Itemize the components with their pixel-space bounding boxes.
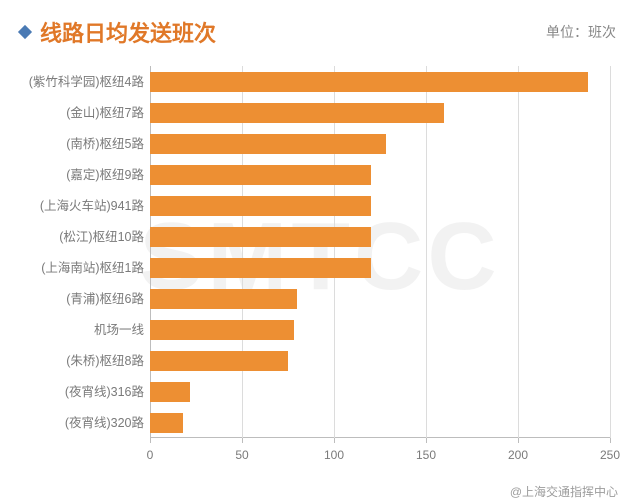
bar xyxy=(150,320,294,340)
y-axis-label: (青浦)枢纽6路 xyxy=(20,293,144,306)
bar xyxy=(150,258,371,278)
y-axis-label: (夜宵线)320路 xyxy=(20,417,144,430)
y-axis-label: (上海南站)枢纽1路 xyxy=(20,262,144,275)
bar xyxy=(150,413,183,433)
bar xyxy=(150,227,371,247)
chart-title: 线路日均发送班次 xyxy=(40,16,216,48)
y-axis-label: (嘉定)枢纽9路 xyxy=(20,169,144,182)
y-axis-label: (金山)枢纽7路 xyxy=(20,107,144,120)
bar xyxy=(150,289,297,309)
bar xyxy=(150,382,190,402)
gridline xyxy=(518,66,519,438)
attribution: @上海交通指挥中心 xyxy=(510,483,618,500)
bar xyxy=(150,103,444,123)
bar xyxy=(150,72,588,92)
diamond-icon xyxy=(18,25,32,39)
y-axis-label: 机场一线 xyxy=(20,324,144,337)
unit-label: 单位：班次 xyxy=(546,16,620,42)
y-axis-label: (松江)枢纽10路 xyxy=(20,231,144,244)
title-wrap: 线路日均发送班次 xyxy=(20,16,216,48)
chart-area: SMTCC (紫竹科学园)枢纽4路(金山)枢纽7路(南桥)枢纽5路(嘉定)枢纽9… xyxy=(20,66,620,466)
x-tick-label: 0 xyxy=(147,448,154,462)
x-tick xyxy=(426,438,427,443)
header: 线路日均发送班次 单位：班次 xyxy=(20,16,620,48)
x-tick xyxy=(518,438,519,443)
x-tick xyxy=(242,438,243,443)
bar xyxy=(150,196,371,216)
x-tick-label: 50 xyxy=(235,448,248,462)
x-tick xyxy=(334,438,335,443)
bar xyxy=(150,351,288,371)
x-tick xyxy=(150,438,151,443)
x-tick-label: 150 xyxy=(416,448,436,462)
x-tick-label: 100 xyxy=(324,448,344,462)
y-axis-label: (紫竹科学园)枢纽4路 xyxy=(20,76,144,89)
plot-area xyxy=(150,66,610,438)
y-axis-label: (上海火车站)941路 xyxy=(20,200,144,213)
x-tick-label: 200 xyxy=(508,448,528,462)
chart-container: 线路日均发送班次 单位：班次 SMTCC (紫竹科学园)枢纽4路(金山)枢纽7路… xyxy=(0,0,640,502)
bar xyxy=(150,165,371,185)
y-axis-label: (南桥)枢纽5路 xyxy=(20,138,144,151)
x-tick-label: 250 xyxy=(600,448,620,462)
x-tick xyxy=(610,438,611,443)
y-axis-label: (夜宵线)316路 xyxy=(20,386,144,399)
y-axis-label: (朱桥)枢纽8路 xyxy=(20,355,144,368)
bar xyxy=(150,134,386,154)
gridline xyxy=(610,66,611,438)
x-axis-ticks: 050100150200250 xyxy=(150,438,610,468)
